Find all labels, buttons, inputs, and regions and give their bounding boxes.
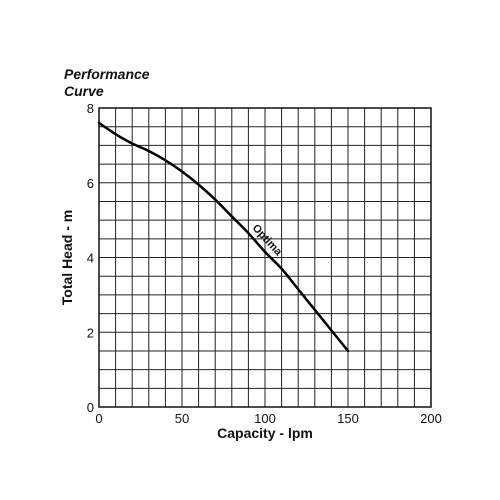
x-tick-label: 200	[420, 411, 442, 426]
tick-labels: 0 50 100 150 200 0 2 4 6 8	[87, 101, 442, 426]
y-tick-label: 6	[87, 176, 94, 191]
y-tick-label: 0	[87, 400, 94, 415]
chart-grid	[99, 108, 431, 407]
y-tick-label: 2	[87, 325, 94, 340]
y-tick-label: 4	[87, 251, 94, 266]
x-axis-label: Capacity - lpm	[217, 425, 313, 441]
series-line-optima	[97, 121, 350, 353]
y-tick-label: 8	[87, 101, 94, 116]
x-tick-label: 0	[95, 411, 102, 426]
y-axis-label: Total Head - m	[59, 210, 75, 305]
chart-title: Performance Curve	[64, 66, 150, 100]
x-tick-label: 50	[175, 411, 189, 426]
x-tick-label: 150	[337, 411, 359, 426]
x-tick-label: 100	[254, 411, 276, 426]
plot-frame	[98, 107, 432, 408]
series-group: Optima	[97, 121, 350, 353]
chart-title-line-2: Curve	[64, 83, 104, 99]
chart-title-line-1: Performance	[64, 66, 150, 82]
